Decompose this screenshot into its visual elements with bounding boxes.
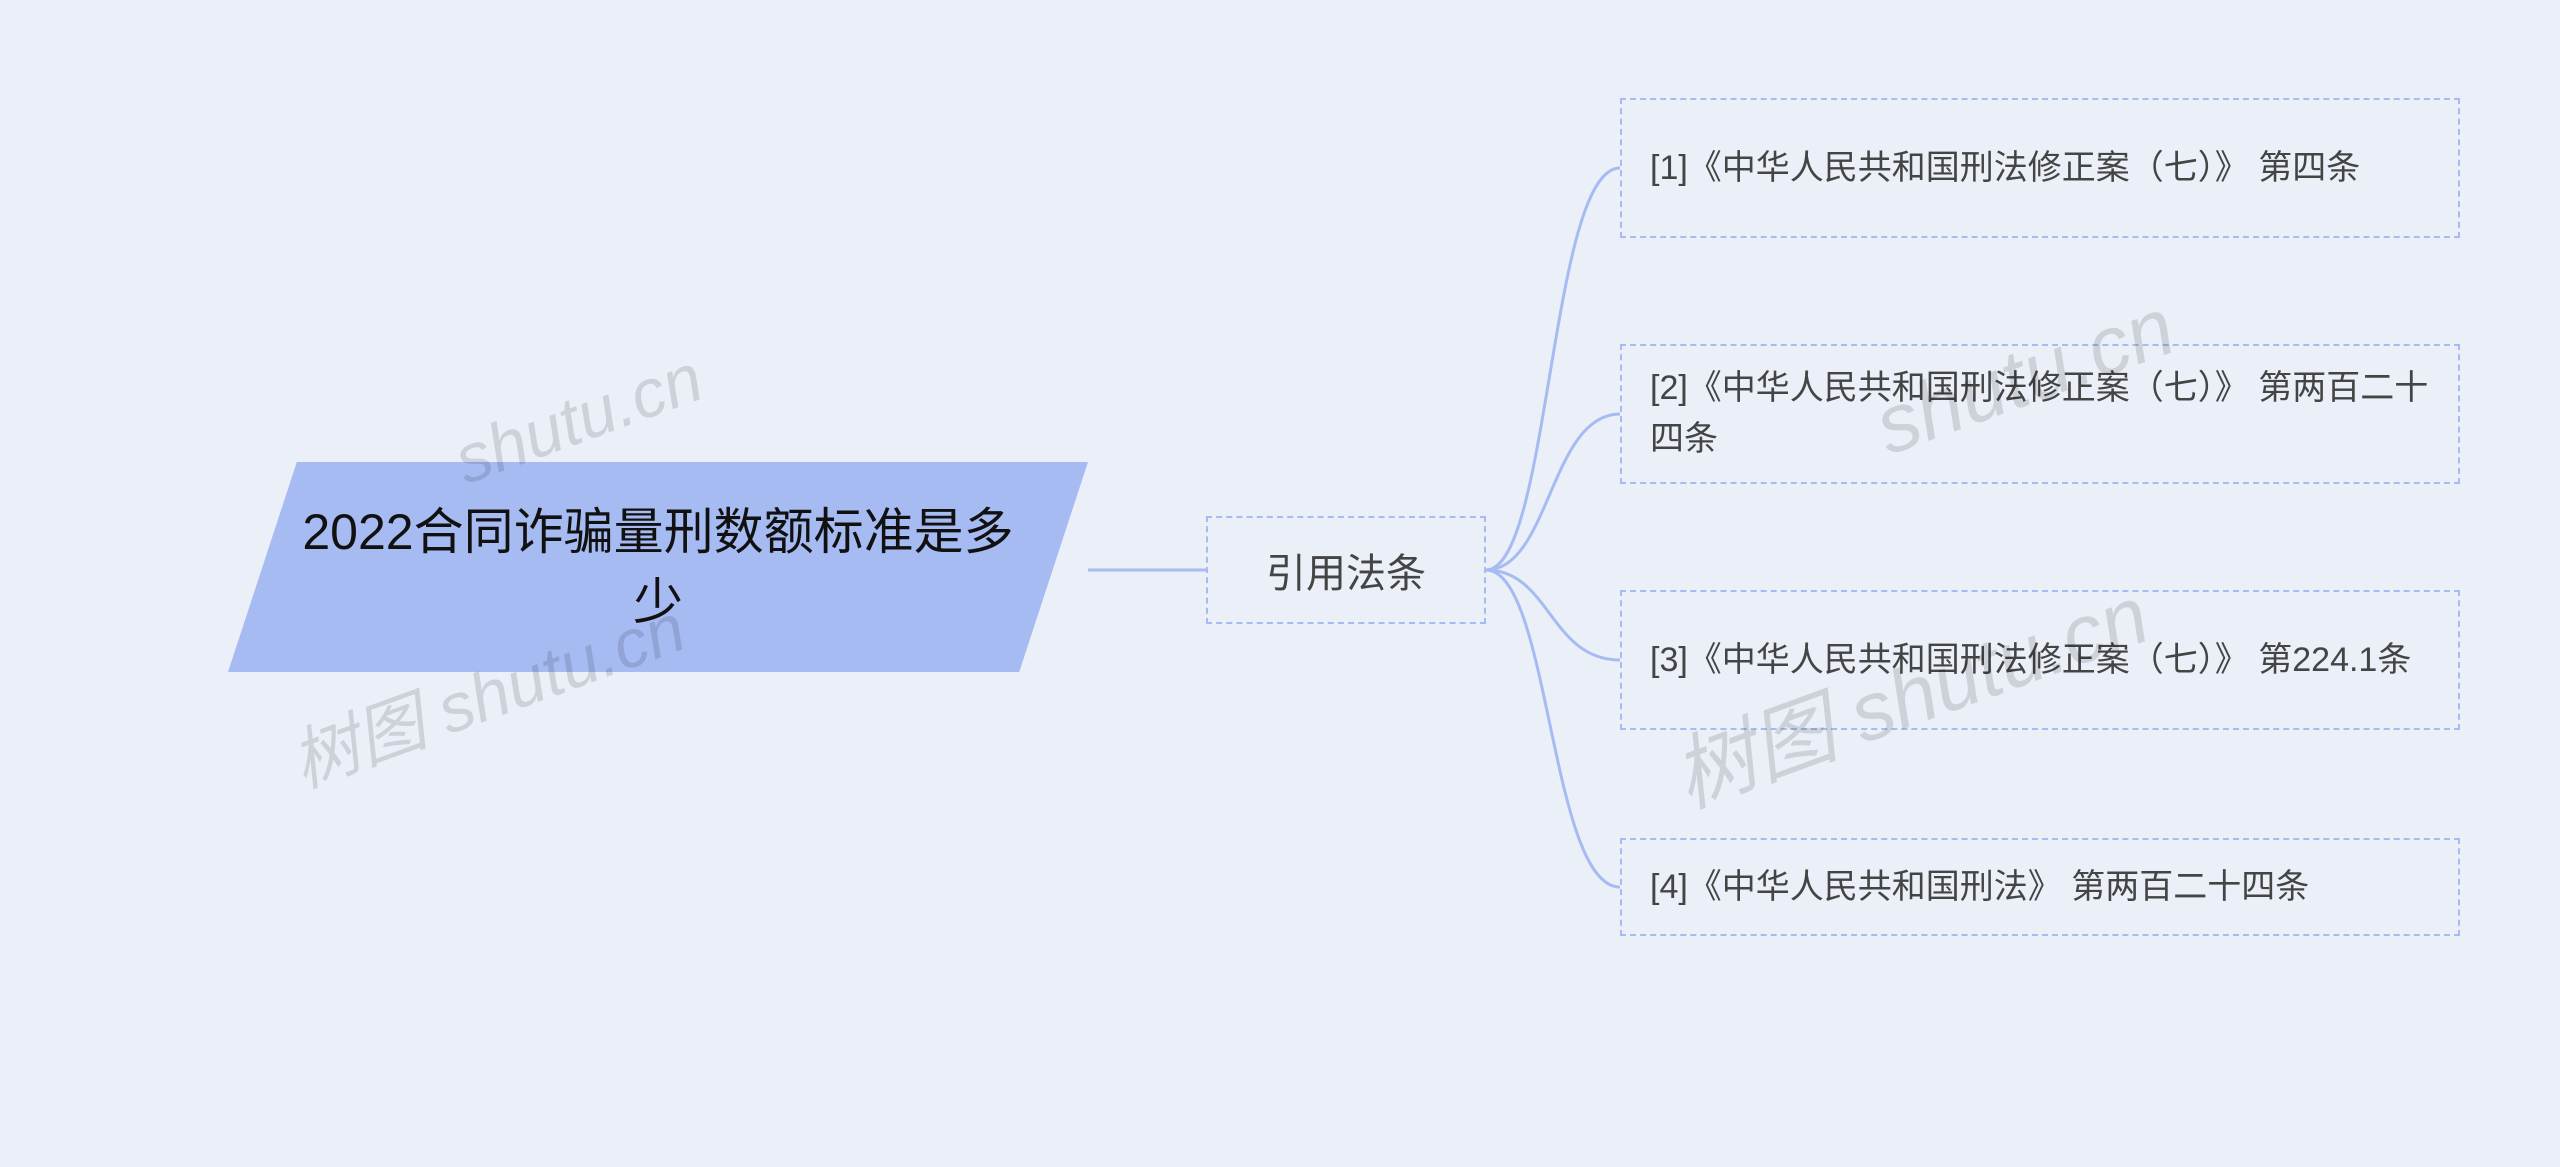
leaf-node: [4]《中华人民共和国刑法》 第两百二十四条 — [1620, 838, 2460, 936]
branch-node-text: 引用法条 — [1266, 541, 1426, 599]
root-node-text: 2022合同诈骗量刑数额标准是多少 — [278, 497, 1038, 637]
leaf-node: [1]《中华人民共和国刑法修正案（七）》 第四条 — [1620, 98, 2460, 238]
branch-node: 引用法条 — [1206, 516, 1486, 624]
leaf-node-text: [4]《中华人民共和国刑法》 第两百二十四条 — [1650, 862, 2309, 913]
leaf-node: [2]《中华人民共和国刑法修正案（七）》 第两百二十四条 — [1620, 344, 2460, 484]
root-node: 2022合同诈骗量刑数额标准是多少 — [228, 462, 1088, 672]
leaf-node: [3]《中华人民共和国刑法修正案（七）》 第224.1条 — [1620, 590, 2460, 730]
leaf-node-text: [2]《中华人民共和国刑法修正案（七）》 第两百二十四条 — [1650, 363, 2430, 465]
leaf-node-text: [1]《中华人民共和国刑法修正案（七）》 第四条 — [1650, 143, 2360, 194]
leaf-node-text: [3]《中华人民共和国刑法修正案（七）》 第224.1条 — [1650, 635, 2411, 686]
